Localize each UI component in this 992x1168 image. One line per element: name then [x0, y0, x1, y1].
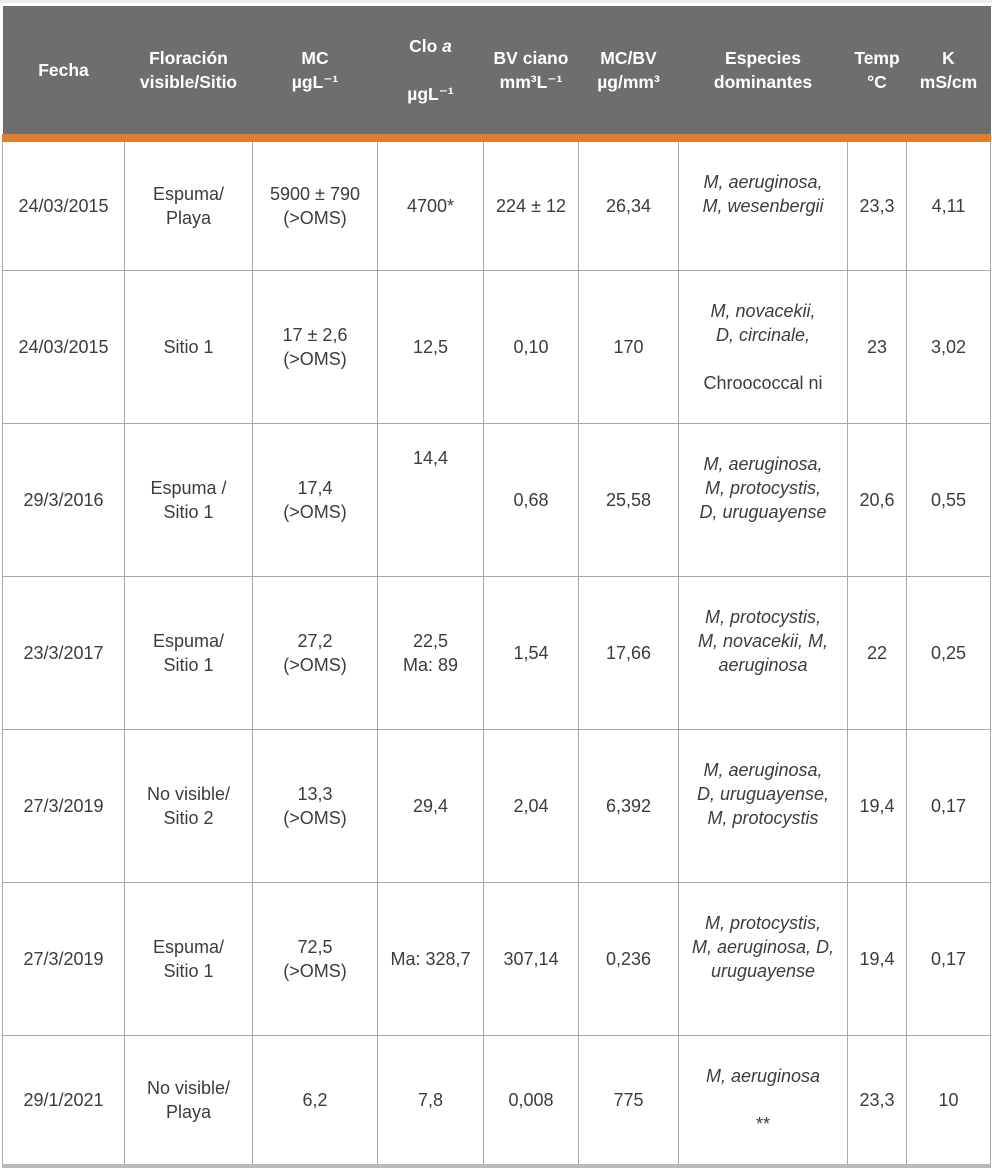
header-floracion: Floración visible/Sitio [124, 6, 253, 142]
cell-temp: 22 [847, 576, 907, 730]
table-row: 27/3/2019 Espuma/ Sitio 1 72,5 (>OMS) Ma… [2, 882, 991, 1036]
cell-clo-a: 7,8 [377, 1035, 484, 1167]
table-header: Fecha Floración visible/Sitio MC µgL⁻¹ C… [2, 6, 991, 142]
cell-fecha: 27/3/2019 [2, 729, 125, 883]
cell-mc-bv: 26,34 [578, 137, 679, 271]
cell-especies: M, protocystis, M, novacekii, M, aerugin… [678, 576, 848, 730]
cell-clo-a: 22,5 Ma: 89 [377, 576, 484, 730]
cell-mc-bv: 25,58 [578, 423, 679, 577]
cell-floracion: No visible/ Sitio 2 [124, 729, 253, 883]
cell-clo-a: 14,4 [377, 423, 484, 577]
cell-bv-ciano: 224 ± 12 [483, 137, 579, 271]
cell-bv-ciano: 0,008 [483, 1035, 579, 1167]
cell-fecha: 23/3/2017 [2, 576, 125, 730]
cell-temp: 23,3 [847, 1035, 907, 1167]
cell-especies: M, aeruginosa ** [678, 1035, 848, 1167]
cell-k: 0,17 [906, 729, 991, 883]
cell-mc: 72,5 (>OMS) [252, 882, 378, 1036]
cell-mc: 5900 ± 790 (>OMS) [252, 137, 378, 271]
cell-k: 10 [906, 1035, 991, 1167]
cell-floracion: Espuma/ Sitio 1 [124, 576, 253, 730]
cell-especies: M, aeruginosa, M, wesenbergii [678, 137, 848, 271]
table-body: 24/03/2015 Espuma/ Playa 5900 ± 790 (>OM… [2, 137, 991, 1167]
table-row: 23/3/2017 Espuma/ Sitio 1 27,2 (>OMS) 22… [2, 576, 991, 730]
header-k: K mS/cm [906, 6, 991, 142]
cell-clo-a: 4700* [377, 137, 484, 271]
cell-bv-ciano: 307,14 [483, 882, 579, 1036]
cell-mc-bv: 170 [578, 270, 679, 424]
cell-mc: 6,2 [252, 1035, 378, 1167]
cell-k: 0,25 [906, 576, 991, 730]
table-row: 24/03/2015 Sitio 1 17 ± 2,6 (>OMS) 12,5 … [2, 270, 991, 424]
cell-fecha: 24/03/2015 [2, 137, 125, 271]
cell-mc-bv: 775 [578, 1035, 679, 1167]
cell-fecha: 24/03/2015 [2, 270, 125, 424]
header-bv-ciano: BV ciano mm³L⁻¹ [483, 6, 579, 142]
cell-especies: M, novacekii, D, circinale, Chroococcal … [678, 270, 848, 424]
cell-bv-ciano: 1,54 [483, 576, 579, 730]
cell-k: 3,02 [906, 270, 991, 424]
cell-especies: M, aeruginosa, M, protocystis, D, urugua… [678, 423, 848, 577]
cell-temp: 19,4 [847, 729, 907, 883]
header-mc: MC µgL⁻¹ [252, 6, 378, 142]
table-row: 27/3/2019 No visible/ Sitio 2 13,3 (>OMS… [2, 729, 991, 883]
header-clo-a-line1: Clo a [409, 36, 452, 56]
cell-k: 4,11 [906, 137, 991, 271]
cell-floracion: Espuma / Sitio 1 [124, 423, 253, 577]
cell-bv-ciano: 0,68 [483, 423, 579, 577]
cell-clo-a: 12,5 [377, 270, 484, 424]
cell-fecha: 29/1/2021 [2, 1035, 125, 1167]
cell-floracion: Sitio 1 [124, 270, 253, 424]
cell-temp: 20,6 [847, 423, 907, 577]
header-temp: Temp °C [847, 6, 907, 142]
cell-k: 0,55 [906, 423, 991, 577]
cell-mc: 17 ± 2,6 (>OMS) [252, 270, 378, 424]
table-row: 29/3/2016 Espuma / Sitio 1 17,4 (>OMS) 1… [2, 423, 991, 577]
table-row: 24/03/2015 Espuma/ Playa 5900 ± 790 (>OM… [2, 137, 991, 271]
cell-fecha: 27/3/2019 [2, 882, 125, 1036]
cell-mc-bv: 17,66 [578, 576, 679, 730]
cell-fecha: 29/3/2016 [2, 423, 125, 577]
cell-clo-a: 29,4 [377, 729, 484, 883]
header-clo-a: Clo a µgL⁻¹ [377, 6, 484, 142]
header-especies: Especies dominantes [678, 6, 848, 142]
cell-clo-a: Ma: 328,7 [377, 882, 484, 1036]
cell-mc-bv: 6,392 [578, 729, 679, 883]
cell-k: 0,17 [906, 882, 991, 1036]
cell-mc: 17,4 (>OMS) [252, 423, 378, 577]
cell-floracion: No visible/ Playa [124, 1035, 253, 1167]
cell-mc-bv: 0,236 [578, 882, 679, 1036]
table-row: 29/1/2021 No visible/ Playa 6,2 7,8 0,00… [2, 1035, 991, 1167]
cell-temp: 19,4 [847, 882, 907, 1036]
cell-mc: 27,2 (>OMS) [252, 576, 378, 730]
cell-bv-ciano: 0,10 [483, 270, 579, 424]
bloom-data-table: Fecha Floración visible/Sitio MC µgL⁻¹ C… [2, 6, 991, 1168]
cell-mc: 13,3 (>OMS) [252, 729, 378, 883]
cell-floracion: Espuma/ Sitio 1 [124, 882, 253, 1036]
header-clo-a-unit: µgL⁻¹ [407, 84, 454, 104]
cell-temp: 23 [847, 270, 907, 424]
cell-floracion: Espuma/ Playa [124, 137, 253, 271]
cell-especies: M, protocystis, M, aeruginosa, D, urugua… [678, 882, 848, 1036]
header-fecha: Fecha [2, 6, 125, 142]
cell-especies: M, aeruginosa, D, uruguayense, M, protoc… [678, 729, 848, 883]
header-mc-bv: MC/BV µg/mm³ [578, 6, 679, 142]
header-row: Fecha Floración visible/Sitio MC µgL⁻¹ C… [2, 6, 991, 142]
cell-temp: 23,3 [847, 137, 907, 271]
cell-bv-ciano: 2,04 [483, 729, 579, 883]
